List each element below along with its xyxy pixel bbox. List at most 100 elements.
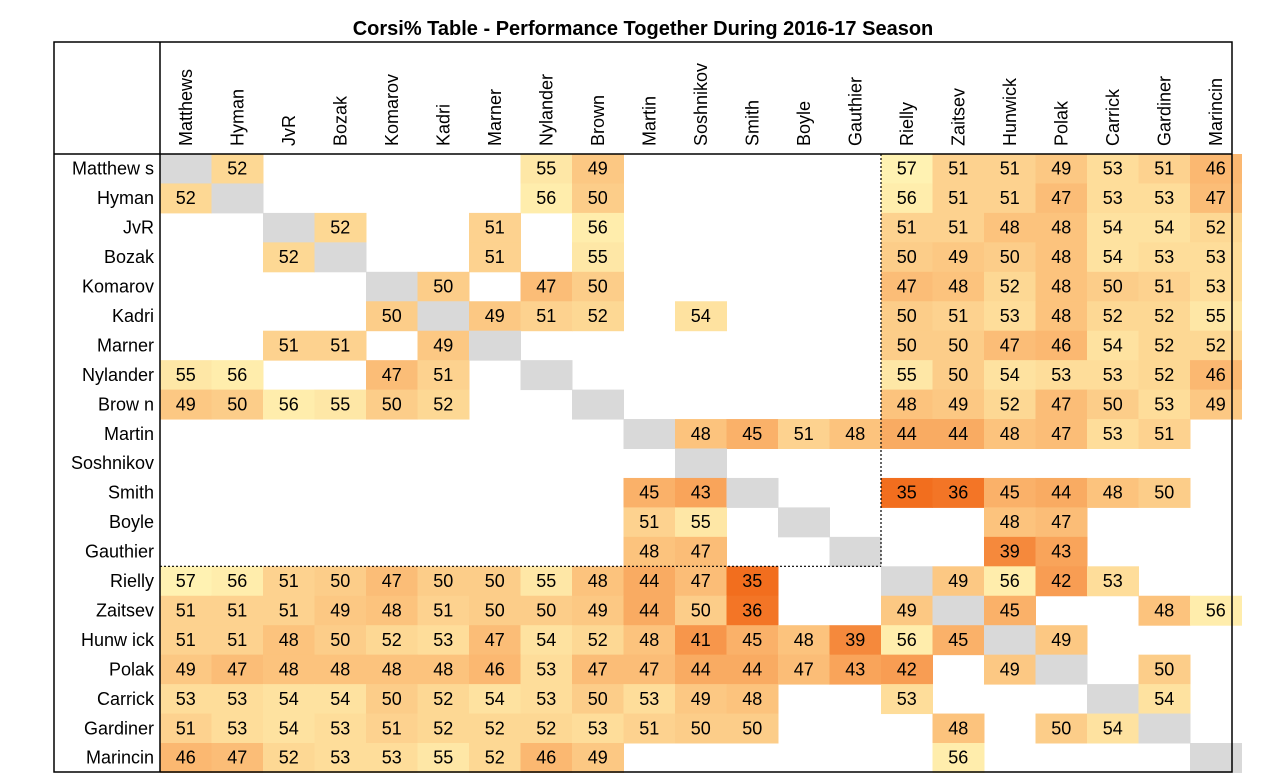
cell-value-label: 47	[536, 277, 556, 297]
cell-value-label: 48	[433, 659, 453, 679]
heat-cell	[520, 154, 573, 184]
cell-value-label: 53	[1103, 159, 1123, 179]
cell-value-label: 51	[227, 630, 247, 650]
cell-value-label: 51	[433, 365, 453, 385]
cell-value-label: 35	[897, 483, 917, 503]
column-label: Marner	[485, 89, 505, 146]
column-label: Gauthier	[845, 77, 865, 146]
cell-value-label: 49	[948, 571, 968, 591]
cell-value-label: 47	[691, 571, 711, 591]
heat-cell	[1087, 154, 1139, 184]
cell-value-label: 47	[1051, 188, 1071, 208]
diagonal-cell	[984, 625, 1036, 656]
cell-value-label: 39	[1000, 542, 1020, 562]
heat-cell	[1138, 183, 1191, 214]
heat-cell	[1190, 389, 1242, 420]
cell-value-label: 51	[948, 218, 968, 238]
heat-cell	[1190, 301, 1242, 332]
heat-cell	[314, 684, 367, 715]
heat-cell	[417, 684, 470, 715]
cell-value-label: 51	[536, 306, 556, 326]
cell-value-label: 49	[948, 394, 968, 414]
cell-value-label: 51	[1000, 159, 1020, 179]
row-label: Hunw ick	[81, 630, 155, 650]
cell-value-label: 53	[1103, 365, 1123, 385]
cell-value-label: 50	[588, 689, 608, 709]
heat-cell	[932, 713, 985, 744]
heat-cell	[881, 301, 933, 332]
heat-cell	[675, 301, 727, 332]
row-label: Marincin	[86, 748, 154, 768]
heat-cell	[675, 654, 727, 685]
heat-cell	[263, 330, 315, 361]
heat-cell	[778, 625, 830, 656]
cell-value-label: 52	[1103, 306, 1123, 326]
heat-cell	[1138, 271, 1191, 302]
cell-value-label: 44	[1051, 483, 1071, 503]
heat-cell	[469, 301, 521, 332]
cell-value-label: 54	[1154, 218, 1174, 238]
heat-cell	[469, 743, 521, 773]
heat-cell	[778, 654, 830, 685]
heat-cell	[263, 566, 315, 597]
heat-cell	[211, 654, 264, 685]
cell-value-label: 46	[176, 748, 196, 768]
cell-value-label: 41	[691, 630, 711, 650]
heat-cell	[417, 271, 470, 302]
heat-cell	[366, 595, 418, 626]
chart-title: Corsi% Table - Performance Together Duri…	[353, 18, 934, 40]
cell-value-label: 50	[1051, 718, 1071, 738]
heat-cell	[1035, 419, 1088, 449]
column-label: Hyman	[227, 89, 247, 146]
cell-value-label: 55	[691, 512, 711, 532]
cell-value-label: 52	[1000, 394, 1020, 414]
diagonal-cell	[932, 595, 985, 626]
heat-cell	[1087, 183, 1139, 214]
heat-cell	[1035, 360, 1088, 391]
cell-value-label: 44	[897, 424, 917, 444]
cell-value-label: 47	[588, 659, 608, 679]
heat-cell	[726, 595, 779, 626]
heat-cell	[932, 154, 985, 184]
heat-cell	[1087, 212, 1139, 243]
diagonal-cell	[778, 507, 830, 538]
heat-cell	[417, 743, 470, 773]
column-label: Polak	[1051, 100, 1071, 146]
heat-cell	[932, 625, 985, 656]
heat-cell	[1190, 212, 1242, 243]
cell-value-label: 48	[1000, 512, 1020, 532]
heat-cell	[1138, 389, 1191, 420]
cell-value-label: 43	[691, 483, 711, 503]
heat-cell	[1190, 330, 1242, 361]
heat-cell	[469, 713, 521, 744]
cell-value-label: 35	[742, 571, 762, 591]
heat-cell	[520, 566, 573, 597]
cell-value-label: 53	[588, 718, 608, 738]
heat-cell	[1087, 242, 1139, 273]
heat-cell	[366, 684, 418, 715]
heat-cell	[1035, 271, 1088, 302]
heat-cell	[984, 330, 1036, 361]
column-label: Martin	[639, 96, 659, 146]
heat-cell	[623, 536, 676, 567]
column-label: Smith	[742, 100, 762, 146]
heat-cell	[417, 360, 470, 391]
heat-cell	[572, 154, 624, 184]
cell-value-label: 46	[1206, 365, 1226, 385]
cell-value-label: 46	[1051, 335, 1071, 355]
table-border	[53, 41, 1233, 773]
heat-cell	[675, 536, 727, 567]
cell-value-label: 48	[1051, 247, 1071, 267]
heat-cell	[1138, 654, 1191, 685]
heat-cell	[417, 566, 470, 597]
cell-value-label: 54	[1103, 247, 1123, 267]
cell-value-label: 57	[176, 571, 196, 591]
heat-cell	[314, 566, 367, 597]
heat-cell	[984, 477, 1036, 508]
heat-cell	[263, 389, 315, 420]
cell-value-label: 56	[1206, 600, 1226, 620]
cell-value-label: 52	[433, 718, 453, 738]
heat-cell	[932, 419, 985, 449]
heat-cell	[1190, 595, 1242, 626]
